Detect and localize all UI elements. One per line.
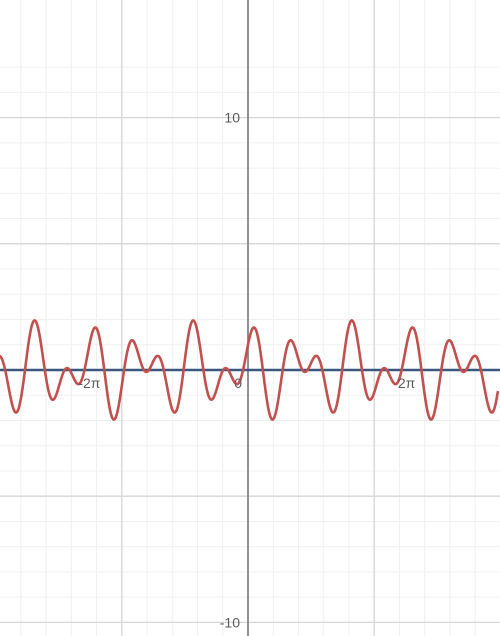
function-plot: -2π 0 2π 10 -10 (0, 0, 500, 636)
x-tick-label: -2π (78, 375, 100, 391)
y-tick-label: -10 (220, 614, 240, 630)
x-tick-label: 0 (234, 375, 242, 391)
y-tick-label: 10 (224, 110, 240, 126)
x-tick-label: 2π (398, 375, 416, 391)
